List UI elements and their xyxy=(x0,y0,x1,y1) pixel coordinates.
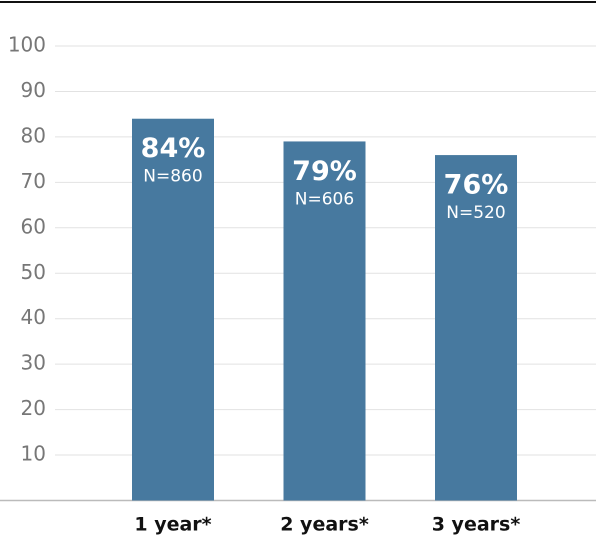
y-tick-label: 30 xyxy=(21,351,46,375)
y-tick-label: 20 xyxy=(21,396,46,420)
y-tick-label: 40 xyxy=(21,305,46,329)
y-tick-label: 70 xyxy=(21,169,46,193)
bar xyxy=(435,155,517,501)
value-label: 79% xyxy=(292,156,357,187)
n-label: N=606 xyxy=(295,189,354,209)
n-label: N=860 xyxy=(143,167,202,187)
n-label: N=520 xyxy=(446,203,505,223)
y-tick-label: 50 xyxy=(21,260,46,284)
value-label: 76% xyxy=(444,170,509,201)
x-tick-label: 3 years* xyxy=(432,514,521,536)
y-tick-label: 80 xyxy=(21,123,46,147)
y-tick-label: 10 xyxy=(21,442,46,466)
bar xyxy=(283,141,366,501)
y-tick-label: 60 xyxy=(21,214,46,238)
x-tick-label: 2 years* xyxy=(280,514,369,536)
y-tick-label: 90 xyxy=(21,78,46,102)
x-tick-label: 1 year* xyxy=(134,514,211,536)
y-tick-label: 100 xyxy=(8,33,46,57)
value-label: 84% xyxy=(141,133,206,164)
bar xyxy=(132,118,214,501)
